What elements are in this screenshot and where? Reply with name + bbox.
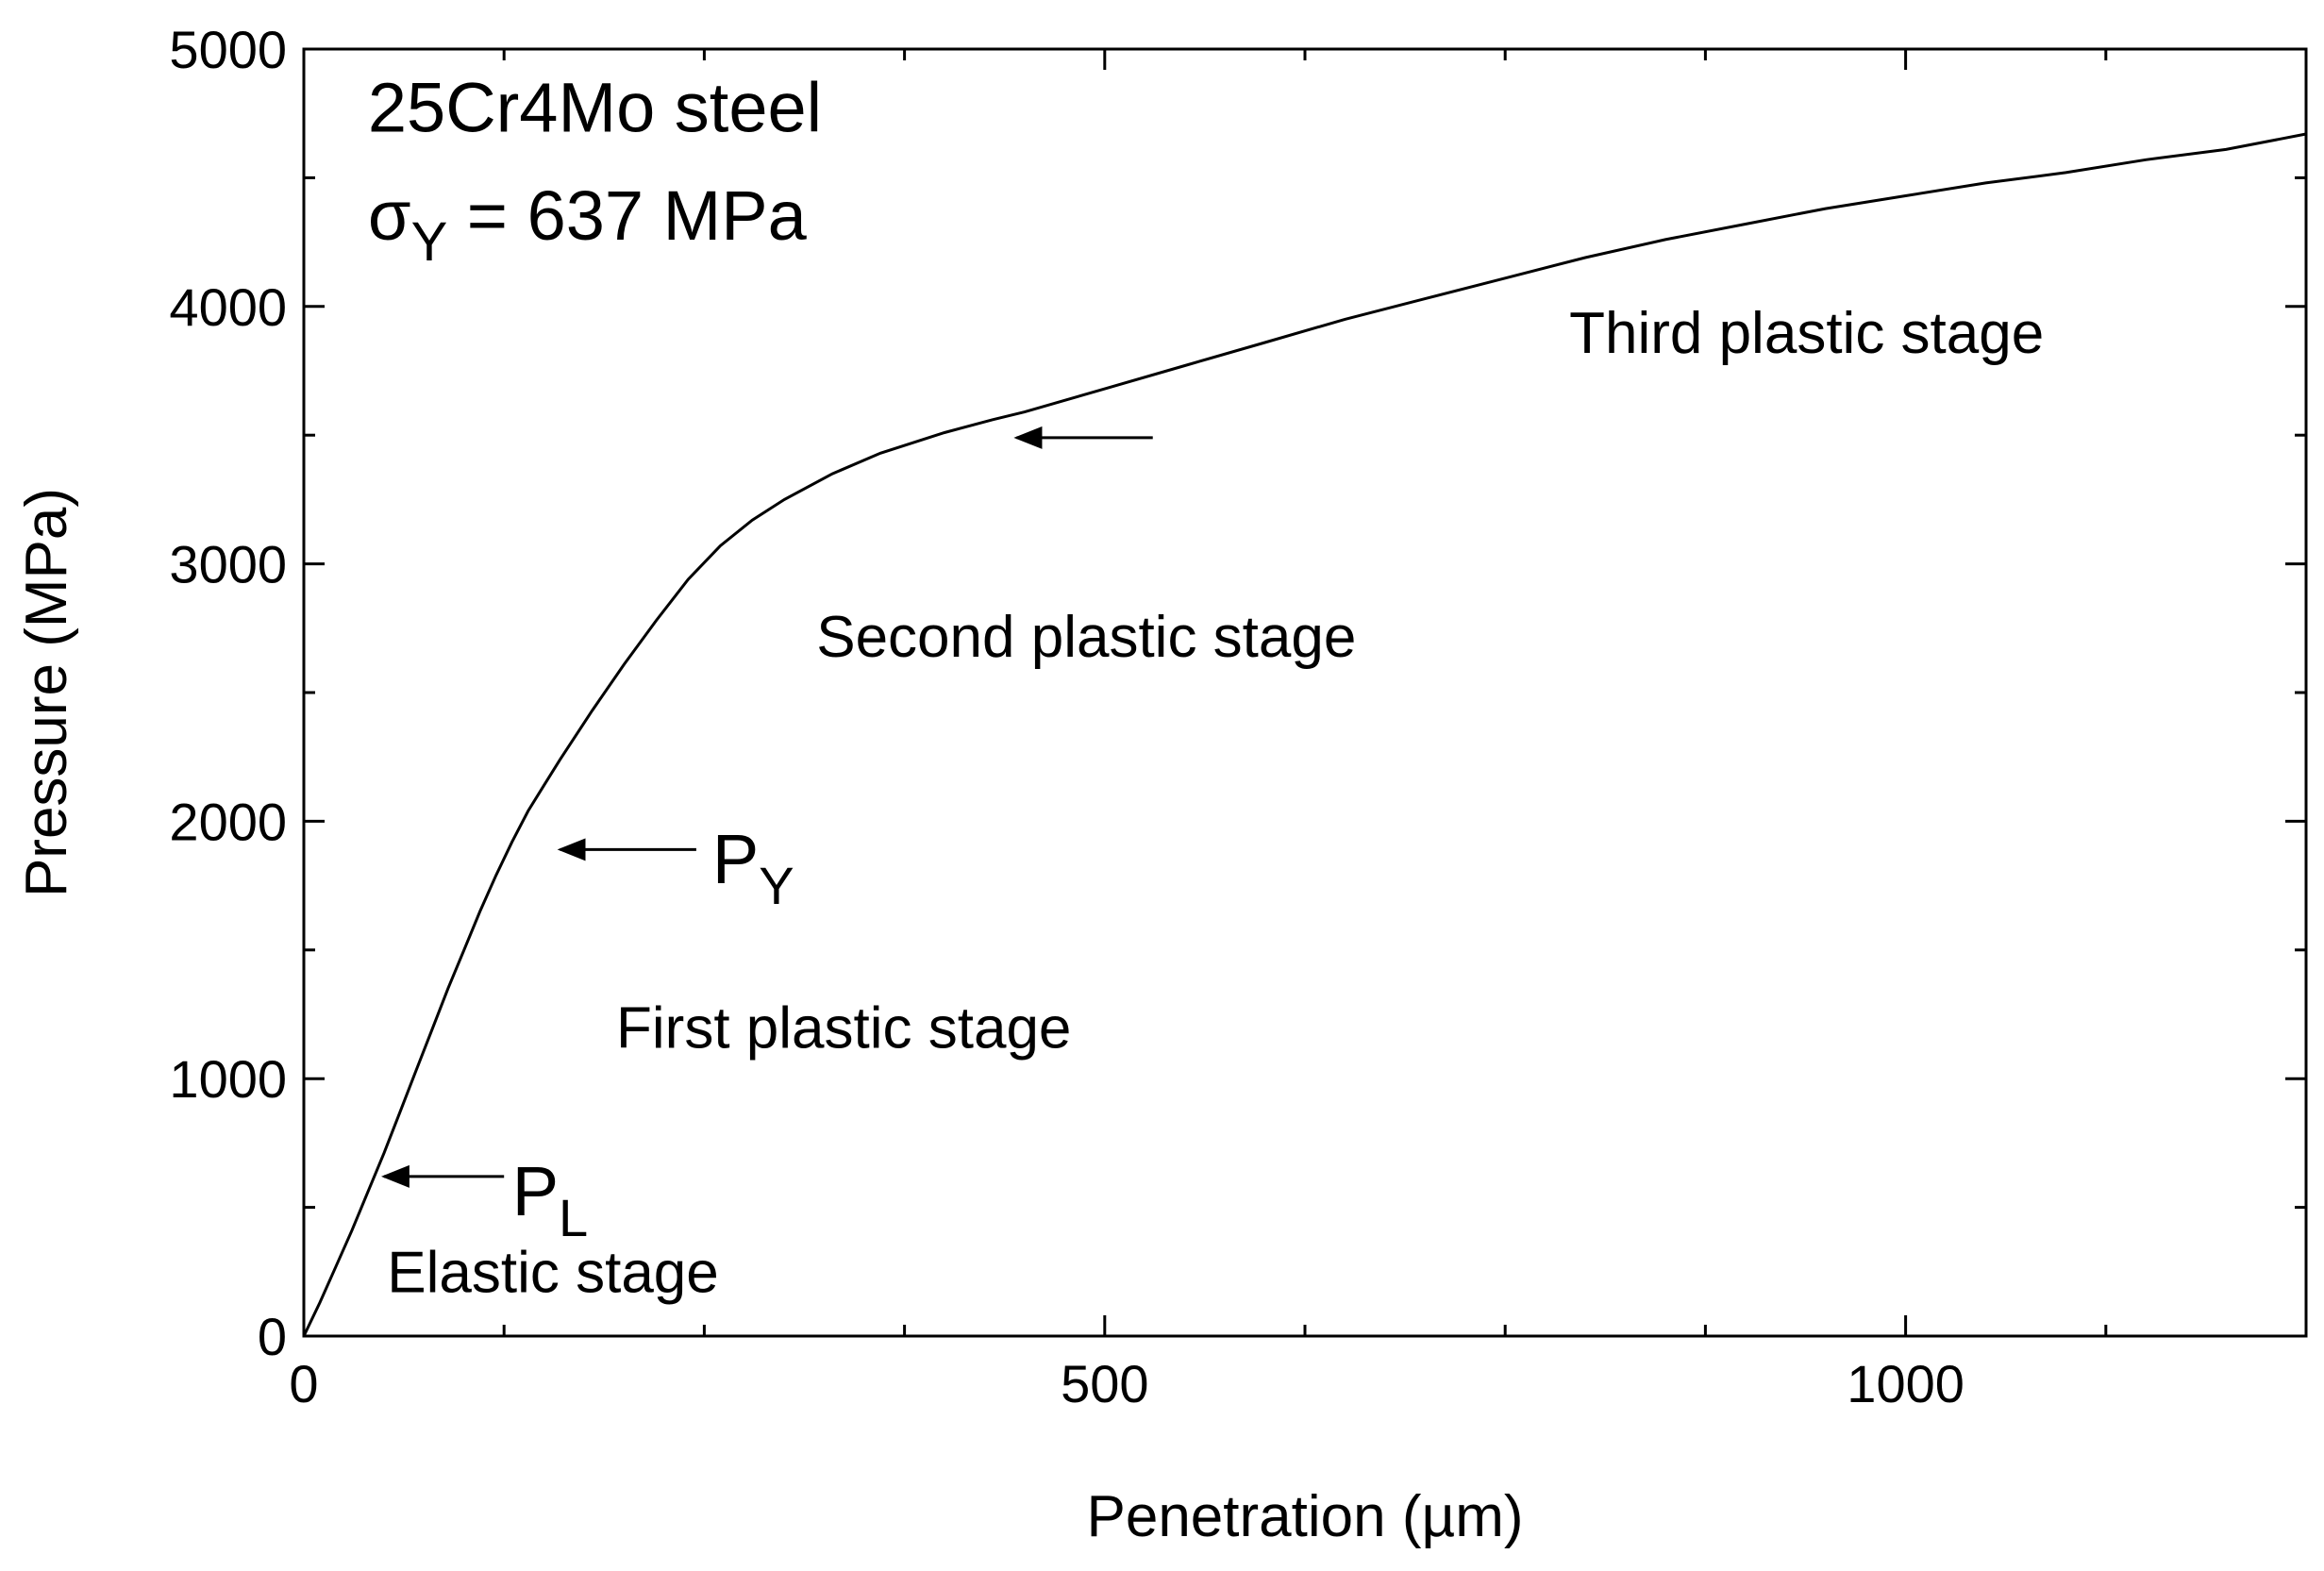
x-axis-label: Penetration (µm) xyxy=(1086,1484,1523,1549)
sigma-subscript: Y xyxy=(411,211,448,273)
y-tick-label: 0 xyxy=(258,1307,287,1366)
annotation-arrows xyxy=(380,426,1153,1188)
py-main: P xyxy=(712,820,759,898)
y-axis-label: Pressure (MPa) xyxy=(14,488,79,897)
third-plastic-stage-label: Third plastic stage xyxy=(1569,301,2044,366)
x-tick-label: 0 xyxy=(289,1354,318,1413)
second-plastic-stage-label: Second plastic stage xyxy=(816,605,1356,670)
pl-subscript: L xyxy=(559,1188,588,1247)
series-line xyxy=(302,132,2307,1337)
y-tick-label: 2000 xyxy=(169,792,287,851)
elastic-stage-label: Elastic stage xyxy=(387,1241,719,1306)
sigma-symbol: σ xyxy=(368,176,411,255)
y-tick-label: 1000 xyxy=(169,1049,287,1109)
tick-labels: 0 500 1000 0 1000 2000 3000 4000 5000 xyxy=(169,20,1964,1413)
y-tick-label: 4000 xyxy=(169,277,287,337)
y-tick-label: 5000 xyxy=(169,20,287,79)
x-tick-label: 500 xyxy=(1061,1354,1148,1413)
axis-ticks xyxy=(302,47,2308,1338)
sigma-value: = 637 MPa xyxy=(447,176,807,255)
pl-main: P xyxy=(512,1152,559,1230)
first-plastic-stage-label: First plastic stage xyxy=(616,995,1071,1061)
x-tick-label: 1000 xyxy=(1847,1354,1965,1413)
y-tick-label: 3000 xyxy=(169,535,287,594)
py-subscript: Y xyxy=(759,856,794,915)
yield-strength-annotation: σY = 637 MPa xyxy=(368,176,808,273)
material-annotation: 25Cr4Mo steel xyxy=(368,68,822,146)
pl-label: PL xyxy=(512,1152,589,1247)
py-label: PY xyxy=(712,820,794,915)
